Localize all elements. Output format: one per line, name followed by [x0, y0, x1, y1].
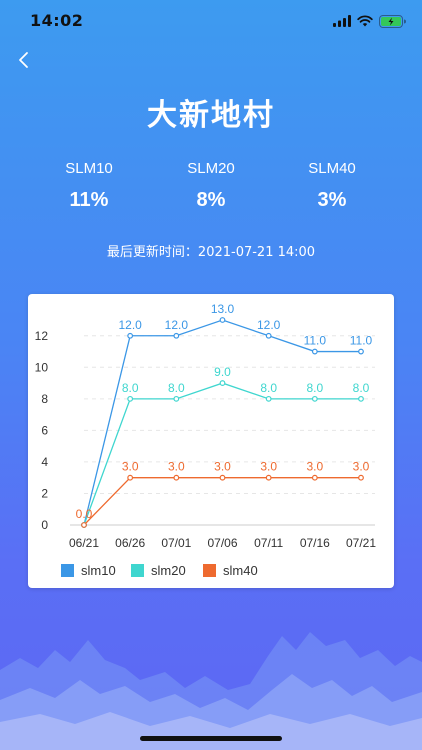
data-point-slm40 [219, 474, 226, 481]
data-point-slm10 [265, 332, 272, 339]
data-point-slm40 [358, 474, 364, 481]
x-tick-label: 07/21 [346, 536, 376, 550]
x-tick-label: 06/21 [69, 536, 99, 550]
data-point-slm40 [173, 474, 180, 481]
x-tick-label: 07/11 [254, 536, 283, 550]
data-label-slm10: 12.0 [165, 318, 189, 332]
mountain-background [0, 632, 422, 750]
legend-swatch-slm10 [61, 564, 74, 577]
data-point-slm20 [265, 395, 272, 402]
y-tick-label: 2 [41, 486, 48, 500]
data-point-slm40 [311, 474, 318, 481]
data-label-slm20: 8.0 [122, 381, 139, 395]
series-line-slm10 [83, 319, 361, 526]
last-update-time: 最后更新时间：2021-07-21 14:00 [106, 245, 316, 260]
x-tick-label: 06/26 [115, 536, 145, 550]
series-line-slm20 [83, 382, 361, 526]
back-arrow-icon[interactable] [12, 48, 36, 72]
data-label-slm40: 0.0 [76, 507, 93, 521]
data-point-slm20 [219, 380, 226, 386]
metric-slm20: SLM20 8% [161, 160, 261, 212]
data-label-slm20: 8.0 [168, 381, 185, 395]
data-label-slm40: 3.0 [168, 460, 185, 474]
data-point-slm20 [358, 395, 364, 402]
data-label-slm20: 8.0 [260, 381, 277, 395]
data-label-slm40: 3.0 [214, 460, 231, 474]
data-point-slm10 [219, 317, 226, 323]
data-label-slm10: 13.0 [211, 302, 235, 316]
data-label-slm40: 3.0 [122, 460, 139, 474]
battery-charging-icon [379, 14, 406, 28]
metric-slm40: SLM40 3% [282, 160, 382, 212]
data-label-slm40: 3.0 [260, 460, 277, 474]
metric-value: 8% [196, 189, 226, 211]
metric-value: 3% [317, 189, 347, 211]
home-indicator[interactable] [140, 736, 282, 741]
y-tick-label: 4 [41, 455, 48, 469]
data-point-slm10 [127, 332, 134, 339]
data-label-slm40: 3.0 [353, 460, 370, 474]
series-line-slm40 [83, 477, 361, 526]
legend-swatch-slm20 [131, 564, 144, 577]
data-label-slm20: 8.0 [306, 381, 323, 395]
data-point-slm40 [81, 522, 87, 528]
data-point-slm20 [173, 395, 180, 402]
status-bar: 14:02 [0, 0, 422, 44]
legend-label-slm10: slm10 [81, 563, 116, 578]
y-tick-label: 12 [35, 329, 49, 343]
y-tick-label: 8 [41, 392, 48, 406]
data-label-slm40: 3.0 [306, 460, 323, 474]
data-point-slm20 [311, 395, 318, 402]
metric-value: 11% [69, 189, 109, 211]
data-label-slm10: 12.0 [257, 318, 281, 332]
legend-label-slm20: slm20 [151, 563, 186, 578]
metric-label: SLM40 [308, 160, 356, 177]
soil-moisture-line-chart: 0 2 4 6 8 10 12 06/21 06/26 07/01 07/06 07/11 07/16 0… [35, 302, 377, 578]
y-tick-label: 10 [35, 360, 49, 374]
status-icons [333, 12, 406, 30]
y-tick-label: 6 [41, 423, 48, 437]
data-point-slm20 [127, 395, 134, 402]
data-point-slm10 [311, 348, 318, 355]
legend-swatch-slm40 [203, 564, 216, 577]
data-point-slm40 [265, 474, 272, 481]
data-point-slm10 [358, 348, 364, 355]
metric-slm10: SLM10 11% [39, 160, 139, 212]
x-tick-label: 07/01 [161, 536, 191, 550]
metric-label: SLM10 [65, 160, 113, 177]
x-tick-label: 07/16 [300, 536, 330, 550]
x-tick-label: 07/06 [207, 536, 237, 550]
data-label-slm20: 8.0 [353, 381, 370, 395]
wifi-icon [357, 15, 373, 27]
status-time: 14:02 [30, 11, 84, 30]
chart-card: 0 2 4 6 8 10 12 06/21 06/26 07/01 07/06 07/11 07/16 0… [28, 294, 394, 588]
data-label-slm10: 12.0 [118, 318, 142, 332]
metric-label: SLM20 [187, 160, 235, 177]
y-tick-label: 0 [41, 518, 48, 532]
cellular-signal-icon [333, 15, 351, 27]
data-label-slm20: 9.0 [214, 365, 231, 379]
data-point-slm10 [173, 332, 180, 339]
legend-label-slm40: slm40 [223, 563, 258, 578]
data-point-slm40 [127, 474, 134, 481]
data-label-slm10: 11.0 [350, 334, 373, 348]
data-label-slm10: 11.0 [304, 334, 327, 348]
page-title: 大新地村 [147, 98, 275, 133]
